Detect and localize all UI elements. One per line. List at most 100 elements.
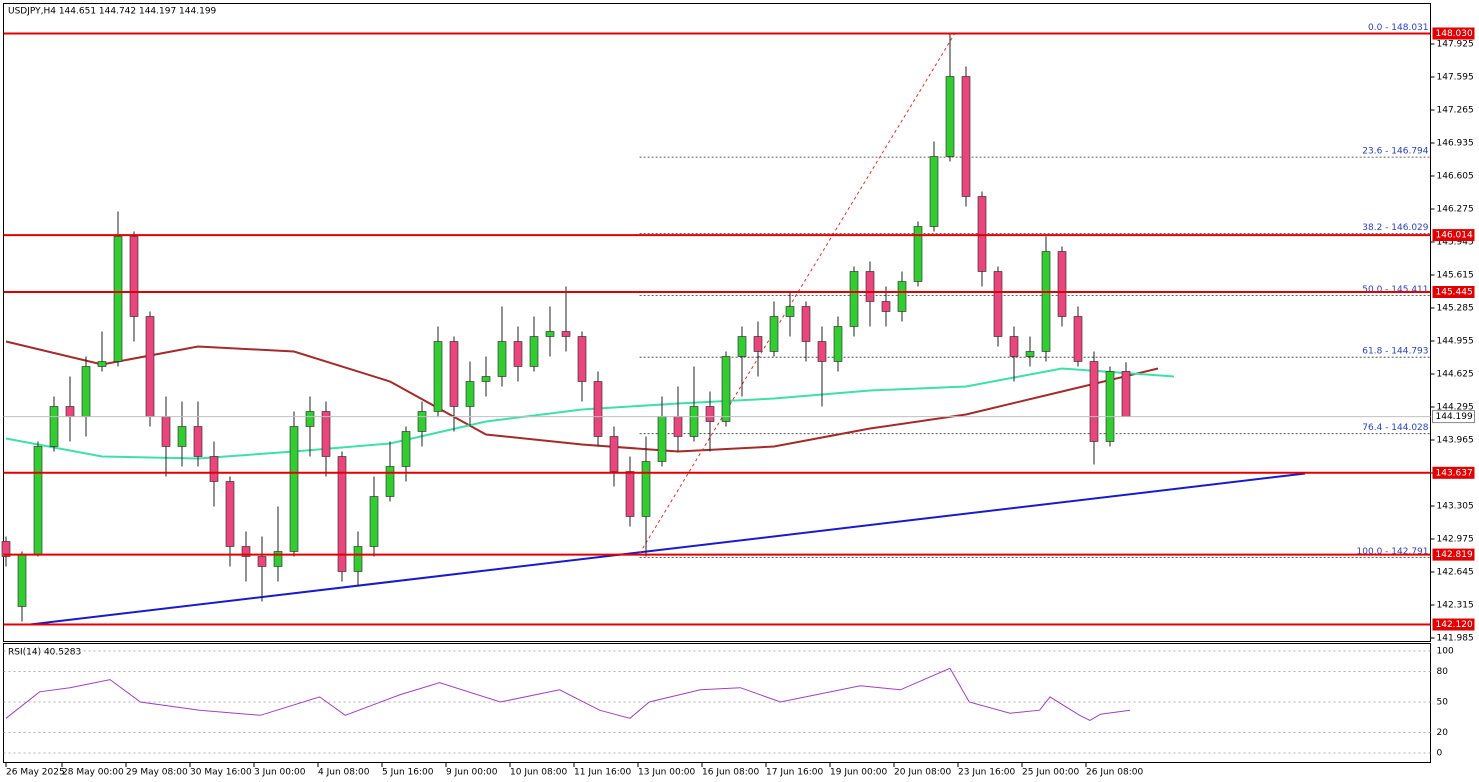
candle-body bbox=[353, 546, 363, 572]
x-tick-label: 3 Jun 00:00 bbox=[254, 768, 306, 778]
candle-body bbox=[369, 496, 379, 547]
rsi-title: RSI(14) 40.5283 bbox=[8, 648, 81, 658]
candle-body bbox=[929, 156, 939, 227]
moving-average bbox=[5, 340, 1159, 453]
level-box bbox=[1432, 466, 1475, 479]
y-tick-label: 143.305 bbox=[1437, 502, 1474, 512]
y-tick-label: 50 bbox=[1437, 698, 1449, 708]
y-tick-label: 142.645 bbox=[1437, 568, 1474, 578]
current-price-label: 144.199 bbox=[1436, 412, 1473, 422]
candle-body bbox=[657, 416, 667, 462]
fib-label: 61.8 - 144.793 bbox=[1362, 347, 1428, 357]
y-tick-label: 142.975 bbox=[1437, 535, 1474, 545]
y-tick-label: 146.935 bbox=[1437, 139, 1474, 149]
x-tick-label: 19 Jun 00:00 bbox=[830, 768, 887, 778]
candle-body bbox=[849, 271, 859, 327]
trendline bbox=[639, 33, 956, 554]
candle-body bbox=[129, 236, 139, 317]
level-box bbox=[1432, 548, 1475, 561]
y-tick-label: 20 bbox=[1437, 728, 1449, 738]
candle-body bbox=[721, 356, 731, 422]
level-label: 142.120 bbox=[1436, 620, 1473, 630]
candle-body bbox=[817, 341, 827, 362]
candle-body bbox=[465, 381, 475, 407]
candle-body bbox=[705, 406, 715, 422]
x-tick-label: 29 May 08:00 bbox=[126, 768, 188, 778]
level-label: 145.445 bbox=[1436, 288, 1473, 298]
y-tick-label: 146.605 bbox=[1437, 172, 1474, 182]
x-tick-label: 9 Jun 00:00 bbox=[446, 768, 498, 778]
level-box bbox=[1432, 27, 1475, 40]
candle-body bbox=[545, 331, 555, 337]
candle-body bbox=[961, 76, 971, 197]
candle-body bbox=[17, 554, 27, 607]
fib-label: 76.4 - 144.028 bbox=[1362, 423, 1428, 433]
level-label: 148.030 bbox=[1436, 29, 1473, 39]
candle-body bbox=[577, 336, 587, 382]
candle-body bbox=[177, 426, 187, 447]
x-tick-label: 30 May 16:00 bbox=[190, 768, 252, 778]
candle-body bbox=[753, 336, 763, 352]
y-tick-label: 144.295 bbox=[1437, 403, 1474, 413]
candle-body bbox=[449, 341, 459, 407]
candle-body bbox=[865, 271, 875, 302]
rsi-line bbox=[5, 667, 1131, 721]
x-tick-label: 25 Jun 00:00 bbox=[1022, 768, 1079, 778]
candle-body bbox=[801, 306, 811, 342]
level-box bbox=[1432, 618, 1475, 631]
candle-body bbox=[321, 411, 331, 457]
y-tick-label: 100 bbox=[1437, 647, 1454, 657]
candle-body bbox=[977, 196, 987, 272]
y-tick-label: 147.595 bbox=[1437, 73, 1474, 83]
candle-body bbox=[49, 406, 59, 447]
candle-body bbox=[1073, 316, 1083, 362]
y-tick-label: 144.625 bbox=[1437, 370, 1474, 380]
chart-title: USDJPY,H4 144.651 144.742 144.197 144.19… bbox=[8, 7, 217, 17]
candle-body bbox=[689, 406, 699, 437]
trendline bbox=[29, 472, 1306, 626]
candle-body bbox=[1121, 371, 1131, 417]
candle-body bbox=[1105, 371, 1115, 442]
candle-body bbox=[417, 411, 427, 432]
candle-body bbox=[225, 481, 235, 547]
y-tick-label: 147.925 bbox=[1437, 40, 1474, 50]
y-tick-label: 143.965 bbox=[1437, 436, 1474, 446]
candle-body bbox=[1041, 251, 1051, 352]
level-label: 146.014 bbox=[1436, 231, 1473, 241]
candle-body bbox=[305, 411, 315, 427]
candle-body bbox=[337, 456, 347, 572]
level-label: 142.819 bbox=[1436, 550, 1473, 560]
y-tick-label: 141.985 bbox=[1437, 634, 1474, 644]
candle-body bbox=[1057, 251, 1067, 317]
candle-body bbox=[1, 541, 11, 557]
candle-body bbox=[625, 471, 635, 517]
candle-body bbox=[529, 336, 539, 367]
y-tick-label: 146.275 bbox=[1437, 205, 1474, 215]
x-tick-label: 28 May 00:00 bbox=[62, 768, 124, 778]
y-tick-label: 147.265 bbox=[1437, 106, 1474, 116]
candle-body bbox=[385, 466, 395, 497]
x-tick-label: 4 Jun 08:00 bbox=[318, 768, 370, 778]
candle-body bbox=[897, 281, 907, 312]
x-tick-label: 10 Jun 08:00 bbox=[510, 768, 567, 778]
candle-body bbox=[113, 236, 123, 362]
candle-body bbox=[33, 446, 43, 555]
x-tick-label: 13 Jun 00:00 bbox=[638, 768, 695, 778]
candle-body bbox=[593, 381, 603, 437]
x-tick-label: 26 May 2025 bbox=[6, 768, 65, 778]
candle-body bbox=[273, 551, 283, 567]
rsi-panel bbox=[3, 643, 1431, 763]
y-tick-label: 145.285 bbox=[1437, 304, 1474, 314]
x-tick-label: 11 Jun 16:00 bbox=[574, 768, 631, 778]
x-tick-label: 17 Jun 16:00 bbox=[766, 768, 823, 778]
y-tick-label: 142.315 bbox=[1437, 601, 1474, 611]
candle-body bbox=[1009, 336, 1019, 357]
candle-body bbox=[497, 341, 507, 377]
y-tick-label: 144.955 bbox=[1437, 337, 1474, 347]
candle-body bbox=[145, 316, 155, 417]
candle-body bbox=[993, 271, 1003, 337]
fib-label: 38.2 - 146.029 bbox=[1362, 223, 1428, 233]
candle-body bbox=[881, 301, 891, 312]
